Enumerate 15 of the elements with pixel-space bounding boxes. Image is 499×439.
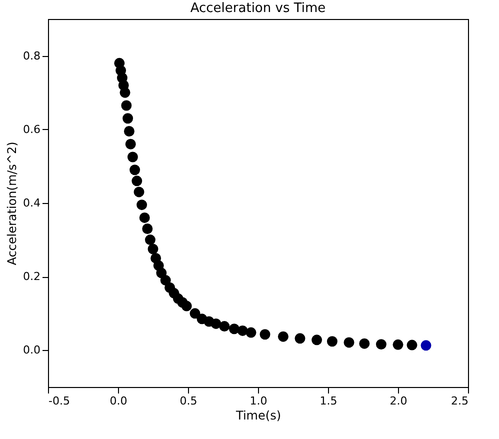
y-tick-label: 0.4 [23, 196, 40, 210]
x-tick-label: -0.5 [48, 394, 70, 408]
y-tick-label: 0.0 [23, 344, 40, 357]
x-tick-label: 1.0 [250, 394, 268, 408]
y-axis-title: Acceleration(m/s^2) [5, 142, 20, 266]
y-tick-label: 0.2 [23, 270, 40, 284]
y-tick-label: 0.8 [23, 49, 40, 62]
x-axis-title: Time(s) [235, 408, 281, 422]
chart-title: Acceleration vs Time [190, 1, 326, 16]
y-tick-label: 0.6 [23, 122, 40, 136]
x-tick-label: 1.5 [320, 394, 338, 408]
x-tick-label: 2.5 [451, 394, 468, 408]
x-tick-label: 0.5 [180, 394, 198, 408]
x-tick-label: 2.0 [390, 394, 408, 408]
x-tick-label: 0.0 [110, 394, 128, 408]
